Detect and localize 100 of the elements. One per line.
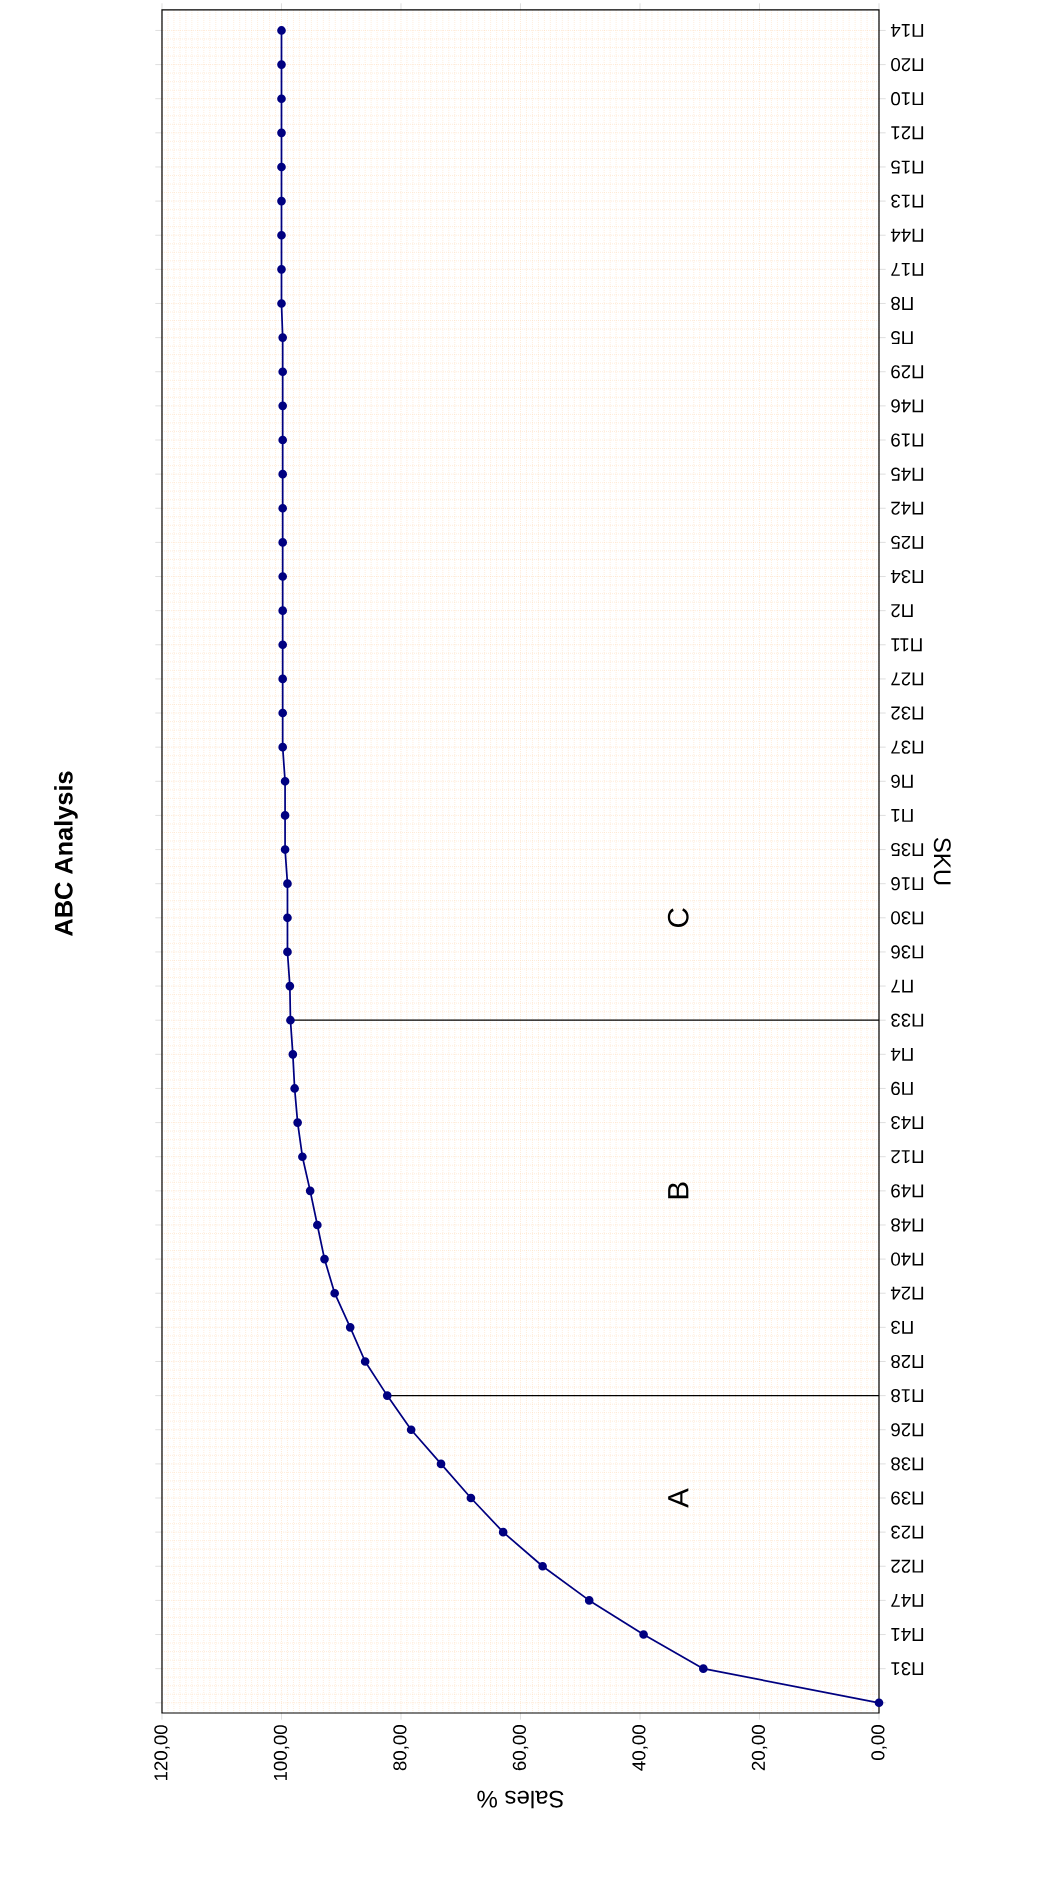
y-tick-label: Π9 [891,1081,913,1096]
y-tick-label: Π37 [891,740,924,754]
point [278,674,288,684]
point [278,367,288,377]
point [283,879,292,889]
y-tick-label: Π30 [891,911,924,925]
y-tick-label: Π5 [891,331,913,345]
y-tick-label: Π42 [891,501,924,515]
point [278,469,288,479]
point [584,1596,594,1605]
point [382,1391,392,1400]
y-tick-label: Π34 [890,569,924,584]
y-tick-label: Π11 [891,638,922,652]
point [280,776,290,786]
y-tick-label: Π1 [891,809,913,822]
point [293,1118,302,1127]
y-tick-label: Π44 [890,228,924,242]
x-tick-label: 80,00 [393,1725,409,1771]
y-tick-label: Π6 [891,774,913,788]
point [278,435,288,445]
x-tick-label: 120,00 [154,1725,170,1781]
y-tick-label: Π31 [891,1662,924,1676]
point [280,845,290,854]
point [277,162,286,172]
point [277,196,286,206]
annotation: B [668,1182,689,1199]
annotation: A [668,1488,689,1508]
y-tick-label: Π19 [891,433,924,447]
point [406,1425,416,1435]
point [874,1698,884,1708]
point [278,503,288,513]
point [639,1630,648,1639]
point [278,572,288,581]
y-tick-label: Π20 [891,57,924,72]
y-tick-label: Π49 [891,1184,924,1198]
y-tick-label: Π46 [891,399,924,413]
x-tick-label: 20,00 [751,1725,768,1771]
point [277,230,286,240]
point [288,1049,298,1059]
y-tick-label: Π27 [891,672,924,686]
y-tick-label: Π45 [891,467,924,481]
annotation: C [667,908,689,927]
point [345,1323,355,1332]
point [280,811,290,820]
x-tick-label: 40,00 [632,1725,648,1771]
point [278,606,288,615]
y-tick-label: Π12 [891,1150,924,1164]
point [283,913,292,923]
text: ABC Analysis [54,771,78,936]
y-tick-label: Π3 [891,1320,913,1334]
point [285,981,295,991]
y-tick-label: Π35 [891,842,924,857]
point [277,265,286,274]
x-tick-label: 0,00 [871,1725,887,1760]
y-tick-label: Π16 [891,877,924,891]
point [298,1152,307,1162]
point [277,299,286,308]
y-axis-title: SKU [933,837,951,885]
point [278,742,288,752]
x-tick-label: 60,00 [512,1725,529,1771]
y-tick-label: Π25 [891,535,924,550]
y-tick-label: Π48 [891,1218,924,1232]
y-tick-label: Π26 [891,1423,924,1437]
point [283,947,292,957]
x-tick-label: 100,00 [273,1725,290,1781]
point [330,1288,340,1298]
x-axis-title: Sales % [477,1790,564,1809]
point [436,1459,446,1469]
y-tick-label: Π8 [891,296,913,311]
point [277,60,286,69]
point [290,1084,299,1093]
y-tick-label: Π33 [891,1013,924,1027]
y-tick-label: Π40 [891,1252,924,1266]
point [278,640,288,650]
y-tick-label: Π41 [891,1628,924,1641]
point [286,1015,295,1025]
y-tick-label: Π13 [891,194,924,208]
point [466,1493,476,1503]
y-tick-label: Π32 [891,706,924,720]
y-tick-label: Π47 [891,1593,924,1607]
y-tick-label: Π22 [891,1559,924,1573]
y-tick-label: Π15 [891,160,924,174]
point [278,538,288,547]
y-tick-label: Π43 [891,1115,924,1130]
point [277,128,286,138]
point [360,1357,370,1366]
y-tick-label: Π36 [891,945,924,959]
y-tick-label: Π4 [890,1047,913,1061]
y-tick-label: Π38 [891,1457,924,1471]
point [278,401,288,411]
y-tick-label: Π10 [891,92,924,106]
point [305,1186,315,1196]
y-tick-label: Π21 [891,126,924,140]
y-tick-label: Π7 [891,979,913,993]
point [277,26,286,35]
y-tick-label: Π23 [891,1525,924,1539]
point [278,708,288,718]
y-tick-label: Π14 [890,24,924,37]
point [320,1254,329,1264]
y-tick-label: Π39 [891,1491,924,1505]
